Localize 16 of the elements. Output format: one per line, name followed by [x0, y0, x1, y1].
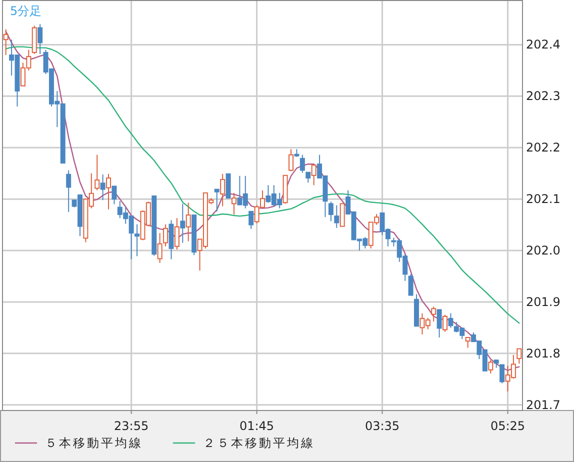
x-tick-label: 05:25 [490, 419, 526, 433]
y-tick-label: 201.8 [526, 346, 560, 360]
legend-label: ２５本移動平均線 [203, 436, 315, 450]
x-tick-label: 01:45 [240, 419, 274, 433]
x-tick-label: 23:55 [114, 419, 149, 433]
x-tick-label: 03:35 [364, 419, 400, 433]
chart-title: 5分足 [10, 4, 42, 18]
y-tick-label: 202.2 [526, 140, 560, 155]
y-tick-label: 202.0 [526, 244, 560, 258]
y-tick-label: 201.9 [526, 294, 560, 309]
y-tick-label: 202.3 [526, 89, 560, 104]
legend-label: ５本移動平均線 [45, 436, 143, 450]
line-series [5, 46, 520, 324]
y-tick-label: 202.4 [526, 38, 560, 52]
y-tick-label: 201.7 [526, 398, 560, 412]
y-tick-label: 202.1 [526, 192, 560, 206]
